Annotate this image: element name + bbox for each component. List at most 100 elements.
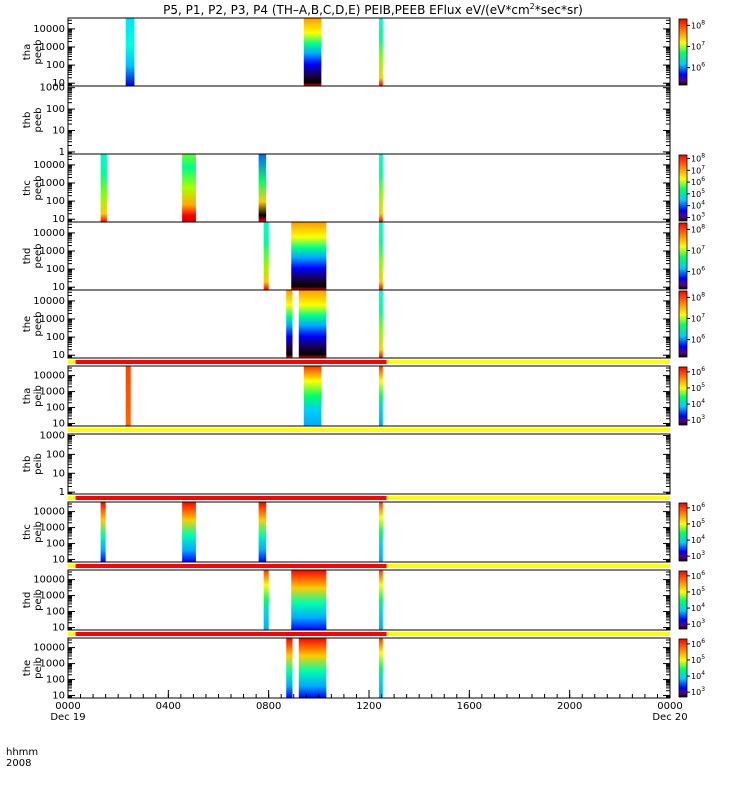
time-label-year: 2008 [6,758,31,769]
colorbar-exp: 8 [701,19,705,26]
ylabel-product: peeb [33,176,44,201]
colorbar-label: 108 [691,291,705,302]
colorbar-exp: 7 [701,312,705,319]
figure-title: P5, P1, P2, P3, P4 (TH–A,B,C,D,E) PEIB,P… [163,2,583,17]
y-tick-label: 10 [52,691,65,702]
spectrogram-burst [125,366,131,426]
ylabel-product: peib [33,453,44,475]
y-tick-label: 100 [46,607,65,618]
ylabel-product: peib [33,521,44,543]
colorbar-exp: 6 [701,334,705,341]
colorbar-label: 105 [691,654,705,665]
colorbar [678,638,688,698]
colorbar-base: 10 [691,504,701,513]
y-tick-label: 10000 [33,228,65,239]
y-tick-label: 10 [52,623,65,634]
colorbar-exp: 6 [701,62,705,69]
colorbar-exp: 3 [701,211,705,218]
colorbar [678,222,688,290]
colorbar-base: 10 [691,190,701,199]
colorbar-base: 10 [691,368,701,377]
flag-bar-segment [386,360,670,364]
y-tick-label: 10 [52,350,65,361]
colorbar-base: 10 [691,604,701,613]
colorbar-base: 10 [691,520,701,529]
y-tick-label: 10 [52,555,65,566]
colorbar-base: 10 [691,640,701,649]
ylabel-probe: thd [22,248,33,265]
colorbar-base: 10 [691,416,701,425]
spectrogram-burst [125,18,135,86]
colorbar-label: 104 [691,534,705,545]
colorbar-label: 105 [691,518,705,529]
colorbar-exp: 4 [701,534,705,541]
x-tick-label: 1600 [457,701,482,712]
spectrogram-burst [298,638,327,698]
flag-bar-segment [75,496,387,500]
ylabel-probe: thc [22,524,33,540]
colorbar-label: 104 [691,398,705,409]
ylabel-probe: tha [22,44,33,60]
colorbar [678,570,688,630]
colorbar-base: 10 [691,42,701,51]
spectrogram-burst [263,570,269,630]
panel-thb-peib: 1 10 100 1000 thbpeib [22,428,671,498]
colorbar-label: 107 [691,40,705,51]
colorbar-exp: 6 [701,638,705,645]
spectrogram-burst [258,502,267,562]
colorbar-base: 10 [691,620,701,629]
panel-ylabel: thdpeib [22,589,44,611]
colorbar-base: 10 [691,384,701,393]
y-tick-label: 10000 [33,507,65,518]
x-tick-label: 0000 [657,701,682,712]
panel-ylabel: thbpeib [22,453,44,475]
panel-ylabel: thcpeeb [22,176,44,201]
panel-frame [67,501,671,563]
colorbar-label: 106 [691,502,705,513]
colorbar-exp: 8 [701,291,705,298]
panel-frame [67,637,671,699]
y-tick-label: 1000 [40,83,65,94]
spectrogram-burst [258,154,267,222]
y-tick-label: 100 [46,104,65,115]
y-tick-label: 10000 [33,24,65,35]
y-tick-label: 1000 [40,430,65,441]
panel-ylabel: thbpeeb [22,108,44,133]
ylabel-product: peeb [33,108,44,133]
colorbar [678,154,688,222]
flag-bar-segment [68,360,76,364]
colorbar-base: 10 [691,536,701,545]
colorbar-exp: 3 [701,414,705,421]
x-date-label: Dec 20 [652,712,687,723]
spectrogram-burst [379,290,383,358]
colorbar [678,290,688,358]
flag-bar-segment [386,496,670,500]
colorbar-base: 10 [691,314,701,323]
time-label-hhmm: hhmm [6,747,38,758]
colorbar-exp: 4 [701,398,705,405]
spectrogram-burst [100,502,106,562]
colorbar-label: 103 [691,414,705,425]
y-tick-label: 100 [46,403,65,414]
y-tick-label: 10000 [33,371,65,382]
ylabel-probe: thd [22,592,33,609]
ylabel-product: peeb [33,312,44,337]
colorbar-label: 105 [691,188,705,199]
colorbar-base: 10 [691,688,701,697]
colorbar-base: 10 [691,672,701,681]
y-tick-label: 100 [46,675,65,686]
colorbar-exp: 6 [701,366,705,373]
colorbar-exp: 6 [701,502,705,509]
colorbar-label: 105 [691,382,705,393]
colorbar-exp: 5 [701,586,705,593]
colorbar-label: 106 [691,266,705,277]
colorbar-label: 106 [691,176,705,187]
panel-thb-peeb: 1 10 100 1000 thbpeeb [22,83,671,158]
flag-bar-segment [68,632,76,636]
spectrogram-burst [291,570,327,630]
colorbar-label: 108 [691,153,705,164]
